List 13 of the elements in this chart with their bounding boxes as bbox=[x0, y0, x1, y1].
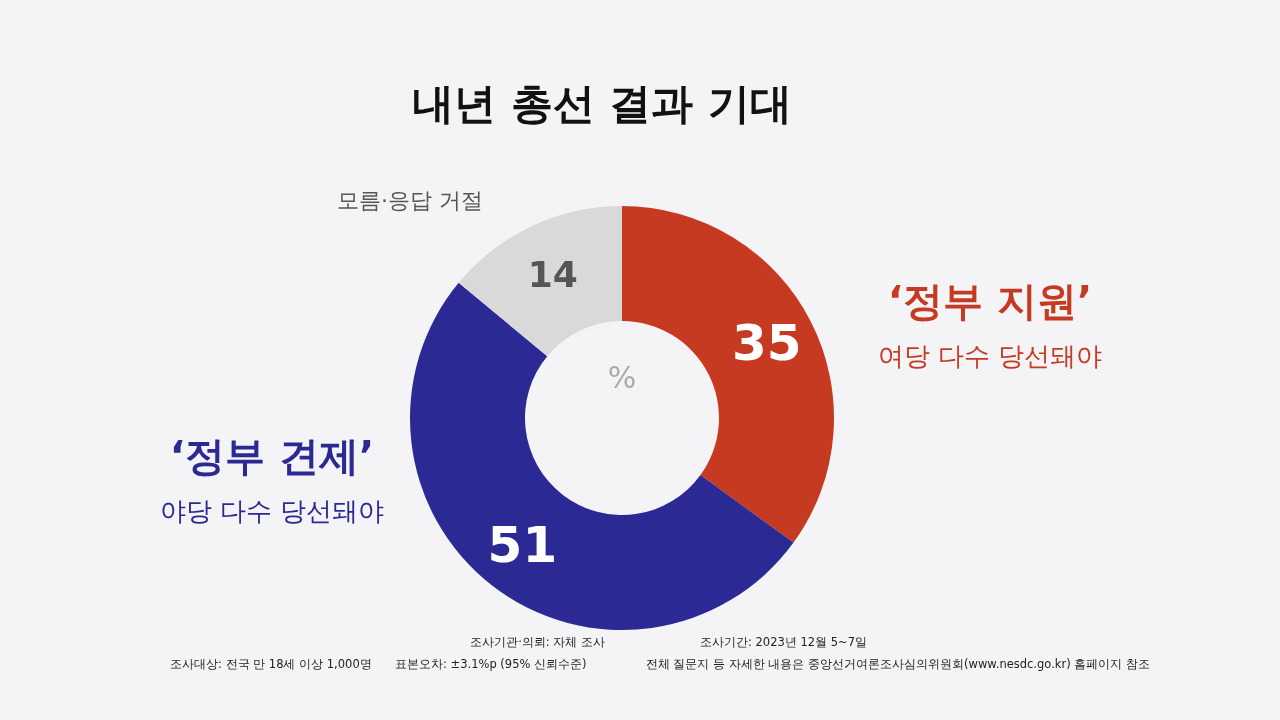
text: 조사기간: 2023년 12월 5~7일 bbox=[700, 635, 868, 649]
data-label: 35 bbox=[731, 314, 802, 373]
slice-label: ‘정부 지원’ 여당 다수 당선돼야 bbox=[877, 278, 1103, 371]
text: 전체 질문지 등 자세한 내용은 중앙선거여론조사심의위원회(www.nesdc.go.kr) 홈페이지 참조 bbox=[645, 657, 1150, 671]
slice-label: 모름·응답 거절 bbox=[337, 188, 483, 213]
slice-label: ‘정부 견제’ 야당 다수 당선돼야 bbox=[159, 433, 385, 526]
text: 표본오차: ±3.1%p (95% 신뢰수준) bbox=[395, 657, 587, 671]
text: 조사대상: 전국 만 18세 이상 1,000명 bbox=[170, 657, 372, 671]
text: % bbox=[607, 360, 637, 395]
chart-title: 내년 총선 결과 기대 bbox=[412, 79, 792, 128]
text: 조사기관·의뢰: 자체 조사 bbox=[470, 635, 605, 649]
data-label: 14 bbox=[527, 253, 578, 295]
data-label: 51 bbox=[487, 516, 558, 575]
